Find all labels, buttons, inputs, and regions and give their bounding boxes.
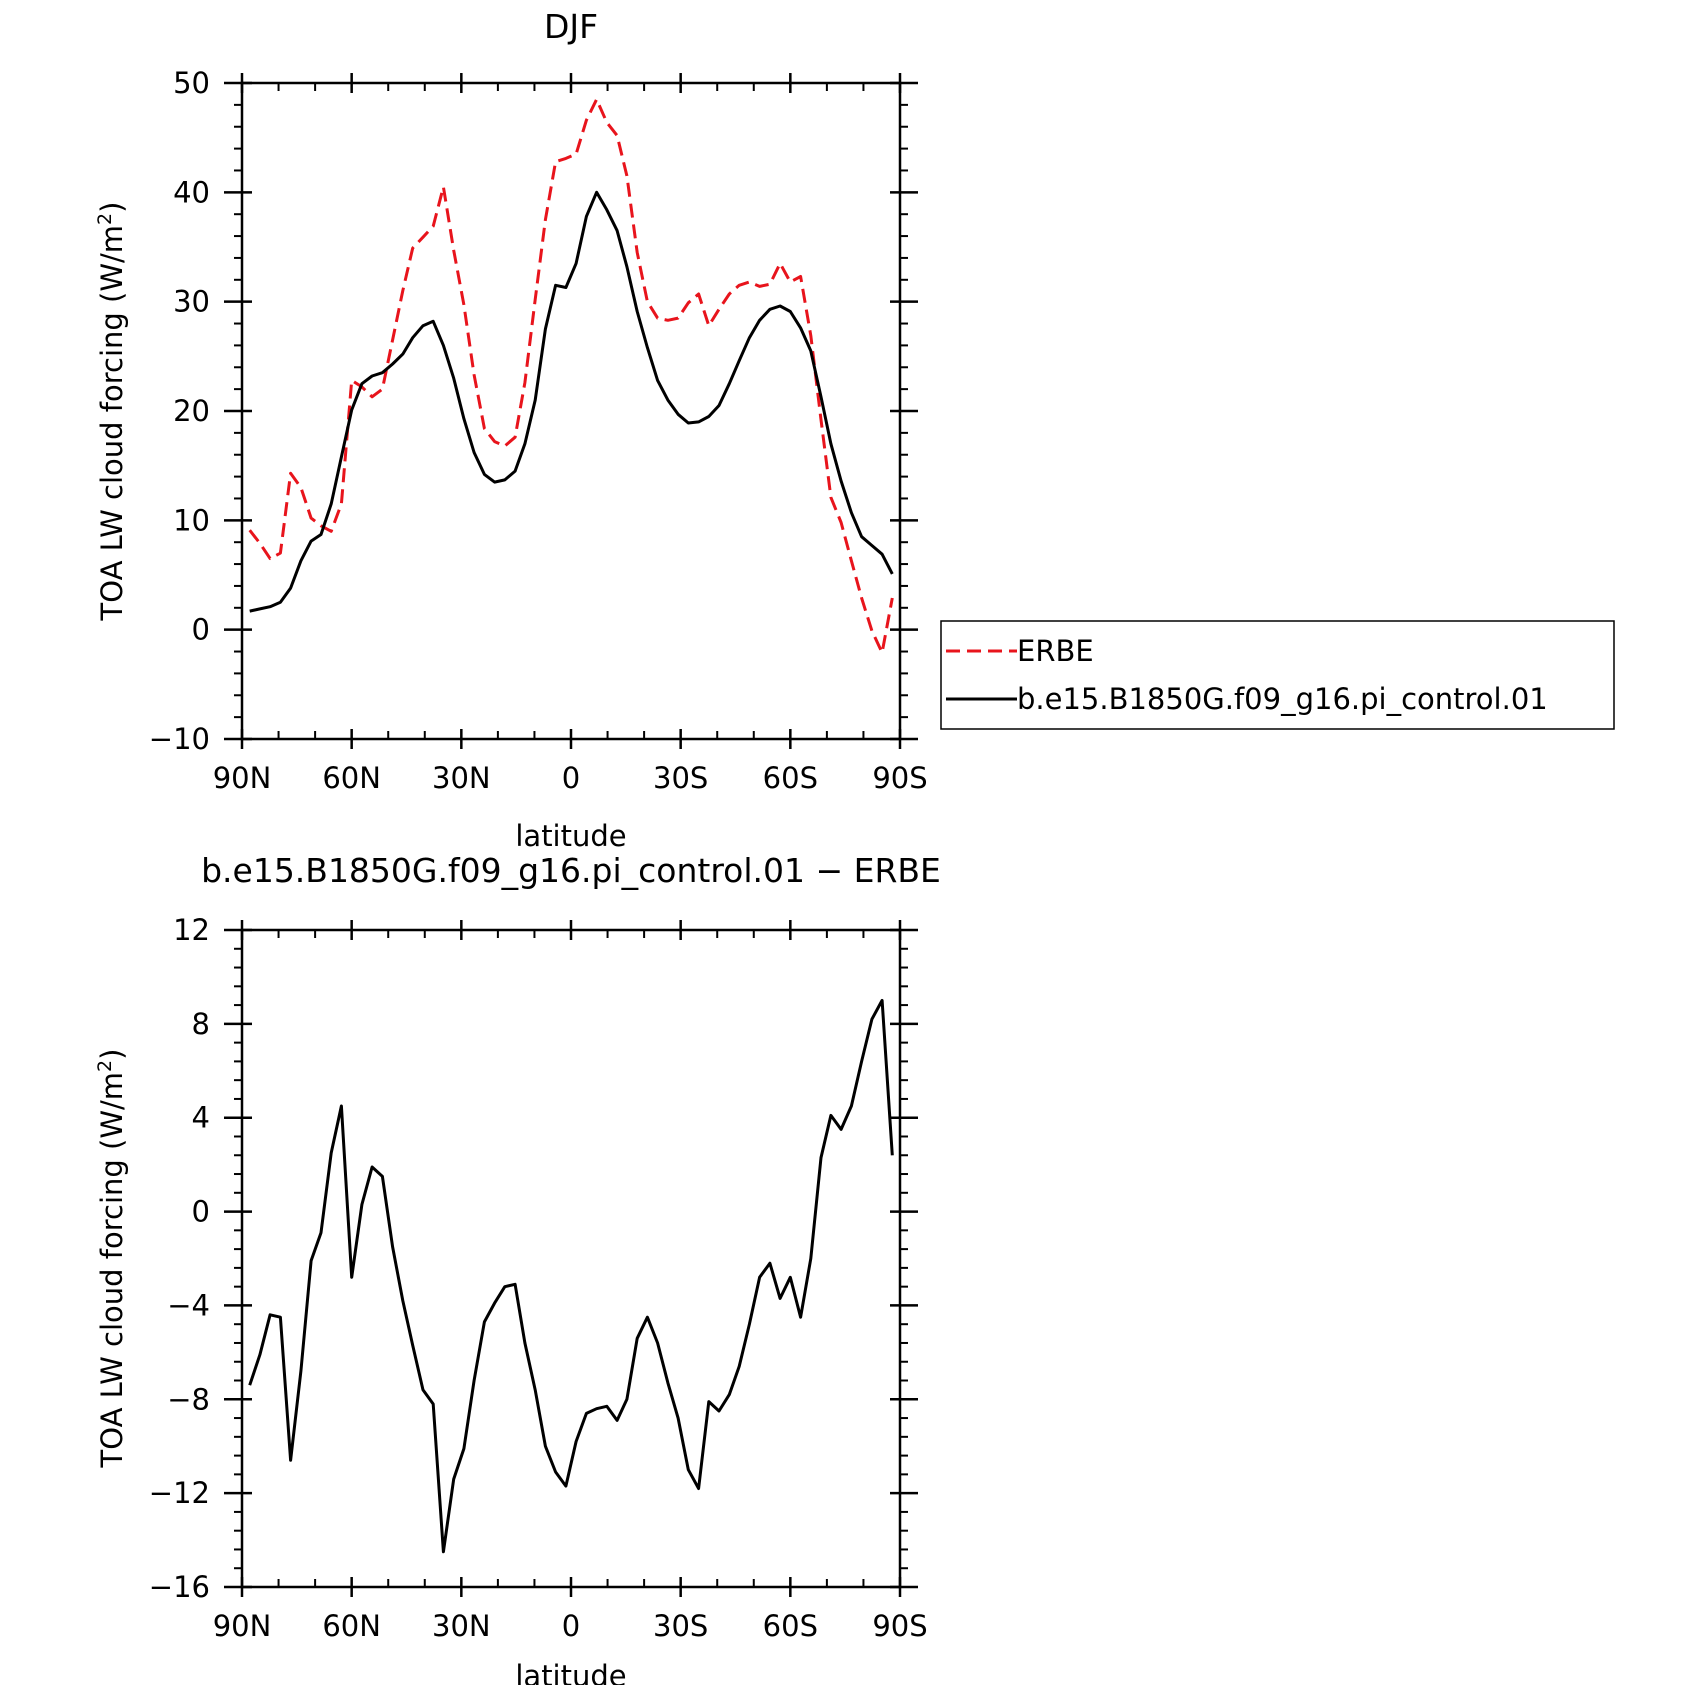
bottom-x-tick-label: 30N	[432, 1609, 491, 1643]
top-y-axis-title-end: )	[95, 202, 129, 213]
bottom-y-tick-label: 0	[192, 1195, 210, 1229]
legend-box	[940, 620, 1615, 730]
bottom-y-tick-label: −16	[149, 1570, 210, 1604]
bottom-chart-title: b.e15.B1850G.f09_g16.pi_control.01 − ERB…	[201, 851, 941, 890]
top-y-tick-label: 10	[173, 503, 210, 537]
top-chart-title: DJF	[544, 7, 598, 46]
bottom-x-tick-label: 0	[562, 1609, 580, 1643]
bottom-plot-frame	[240, 928, 902, 1589]
bottom-y-tick-label: 8	[192, 1007, 210, 1041]
top-y-tick-label: 30	[173, 285, 210, 319]
bottom-series-lines	[248, 998, 894, 1554]
bottom-y-axis-title-sup: 2	[94, 1060, 116, 1072]
legend-label-erbe: ERBE	[1017, 634, 1094, 668]
top-series-line-erbe	[248, 97, 894, 655]
bottom-axis-ticks: 90N 60N 30N 0 30S 60S 90S −16 −12 −8 −4 0 4 8 12	[149, 913, 928, 1643]
top-axis-ticks: 90N 60N 30N 0 30S 60S 90S −10 0 10 20 30 40 50	[149, 66, 928, 795]
top-series-lines	[248, 97, 894, 655]
top-x-tick-label: 90S	[872, 761, 927, 795]
top-x-axis-title: latitude	[515, 819, 626, 853]
top-y-tick-label: 20	[173, 394, 210, 428]
top-y-axis-title-sup: 2	[94, 213, 116, 225]
legend: ERBE b.e15.B1850G.f09_g16.pi_control.01	[940, 620, 1615, 730]
top-y-axis-title: TOA LW cloud forcing (W/m2)	[94, 202, 129, 622]
bottom-x-tick-label: 90N	[213, 1609, 272, 1643]
top-chart-djf: DJF 90N 60N 30N 0 30S 60S 90S −10 0 10 20 30 40 50 la…	[94, 7, 1615, 853]
top-y-tick-label: 50	[173, 66, 210, 100]
bottom-series-line-difference	[248, 998, 894, 1554]
bottom-x-tick-label: 30S	[653, 1609, 708, 1643]
top-y-tick-label: 0	[192, 613, 210, 647]
bottom-y-tick-label: −4	[167, 1288, 210, 1322]
top-x-tick-label: 60N	[322, 761, 381, 795]
bottom-y-tick-label: −8	[167, 1382, 210, 1416]
top-x-tick-label: 60S	[763, 761, 818, 795]
legend-label-model: b.e15.B1850G.f09_g16.pi_control.01	[1017, 682, 1548, 716]
bottom-x-tick-label: 60N	[322, 1609, 381, 1643]
top-y-tick-label: 40	[173, 175, 210, 209]
bottom-y-axis-title-end: )	[95, 1049, 129, 1060]
top-series-line-model	[249, 190, 894, 613]
top-y-tick-label: −10	[149, 722, 210, 756]
bottom-y-tick-label: 4	[192, 1101, 210, 1135]
bottom-chart-difference: b.e15.B1850G.f09_g16.pi_control.01 − ERB…	[94, 851, 941, 1685]
bottom-x-axis-title: latitude	[515, 1659, 626, 1685]
top-x-tick-label: 30S	[653, 761, 708, 795]
top-x-tick-label: 30N	[432, 761, 491, 795]
top-x-tick-label: 90N	[213, 761, 272, 795]
top-y-axis-title-main: TOA LW cloud forcing (W/m	[95, 225, 129, 621]
bottom-x-tick-label: 60S	[763, 1609, 818, 1643]
bottom-y-axis-title-main: TOA LW cloud forcing (W/m	[95, 1072, 129, 1468]
bottom-y-tick-label: −12	[149, 1476, 210, 1510]
bottom-y-tick-label: 12	[173, 913, 210, 947]
bottom-x-tick-label: 90S	[872, 1609, 927, 1643]
top-x-tick-label: 0	[562, 761, 580, 795]
bottom-y-axis-title: TOA LW cloud forcing (W/m2)	[94, 1049, 129, 1469]
top-plot-frame	[240, 81, 902, 741]
